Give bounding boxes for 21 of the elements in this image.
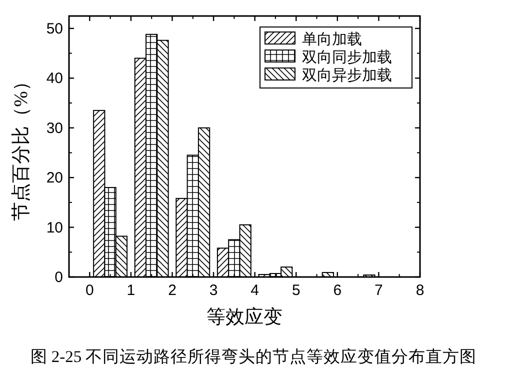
y-axis-title: 节点百分比（%） xyxy=(11,72,32,221)
y-tick-label: 10 xyxy=(46,219,63,236)
y-tick-label: 40 xyxy=(46,70,63,88)
y-tick-label: 0 xyxy=(54,269,63,286)
x-tick-label: 1 xyxy=(126,282,136,299)
x-tick-label: 5 xyxy=(292,282,300,299)
x-tick-label: 0 xyxy=(85,282,94,299)
legend-label: 单向加载 xyxy=(302,31,362,48)
x-axis-title: 等效应变 xyxy=(206,306,282,328)
y-tick-label: 50 xyxy=(46,20,63,38)
y-tick-label: 20 xyxy=(46,170,63,187)
x-tick-label: 3 xyxy=(209,282,218,299)
legend-label: 双向异步加载 xyxy=(302,67,392,84)
x-tick-label: 8 xyxy=(416,282,424,299)
legend-label: 双向同步加载 xyxy=(302,49,392,66)
x-tick-label: 4 xyxy=(250,282,259,299)
y-tick-label: 30 xyxy=(46,120,63,137)
caption: 图 2-25 不同运动路径所得弯头的节点等效应变值分布直方图 xyxy=(30,347,477,366)
x-tick-label: 6 xyxy=(333,282,342,299)
x-tick-label: 7 xyxy=(374,282,383,299)
x-tick-label: 2 xyxy=(168,282,176,299)
